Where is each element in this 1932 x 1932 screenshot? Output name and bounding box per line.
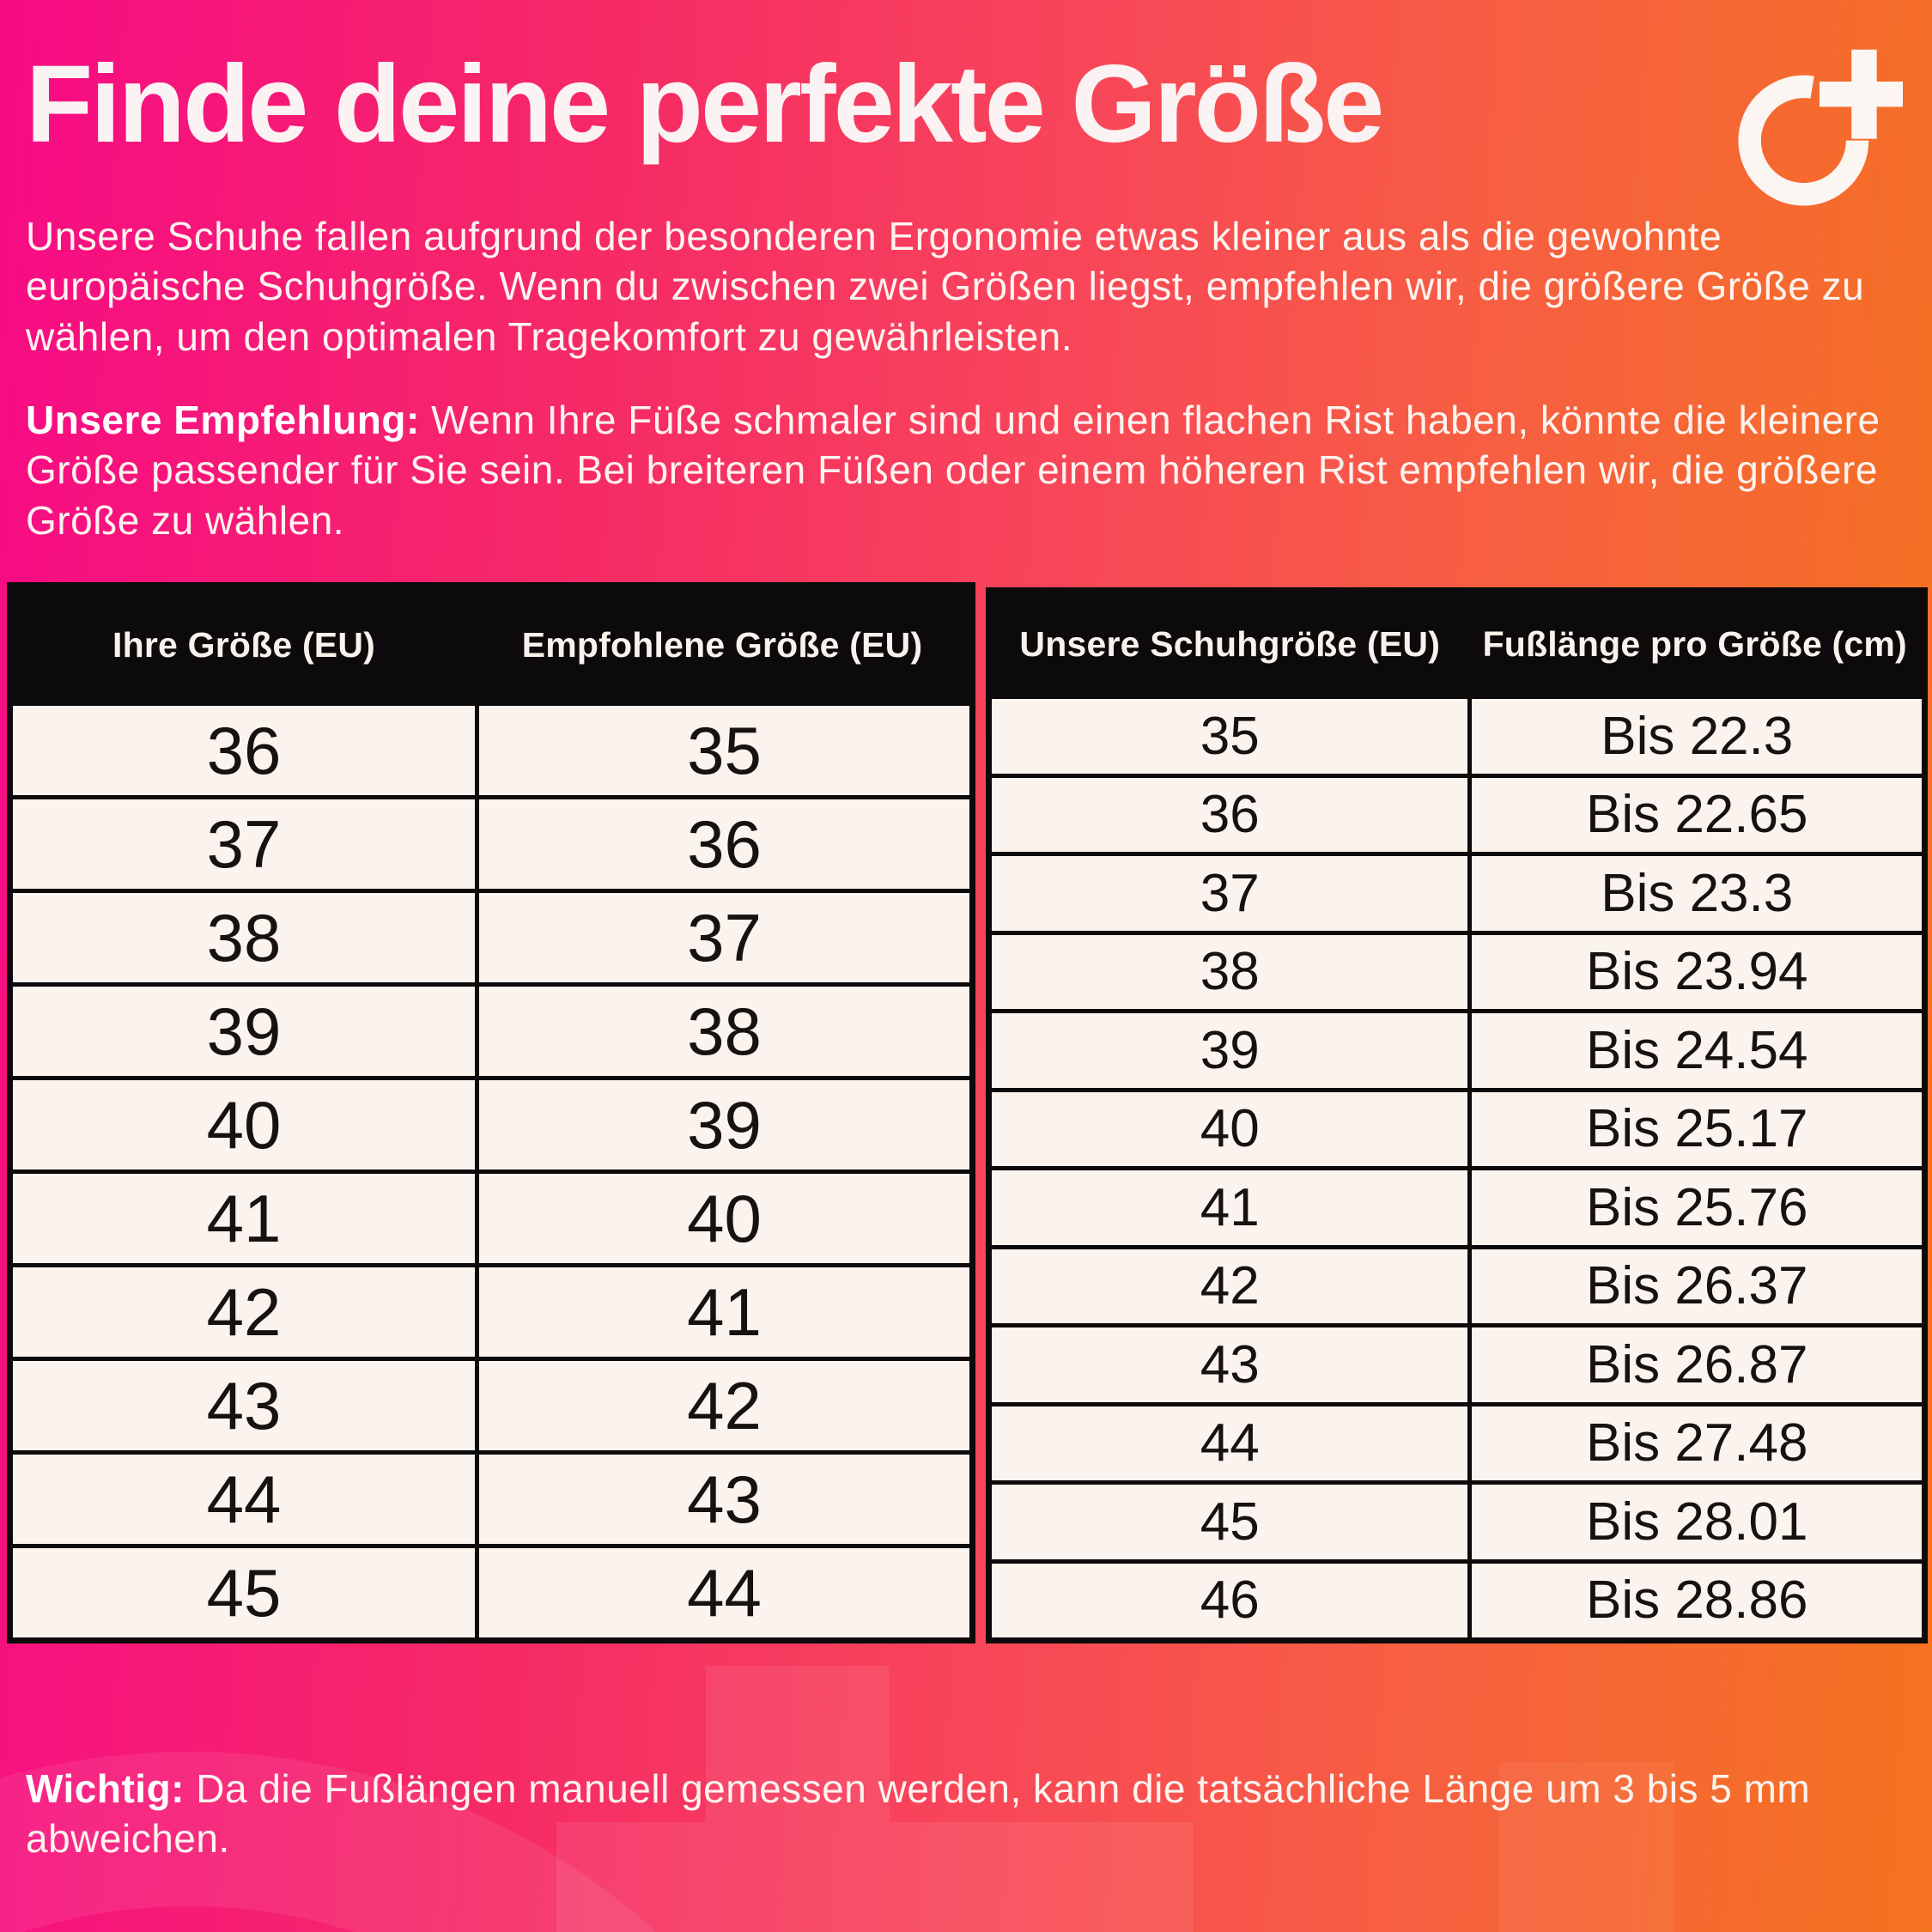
table-body: 35 Bis 22.3 36 Bis 22.65 37 Bis 23.3 38 Bis 23.…	[992, 695, 1922, 1637]
footnote-paragraph: Wichtig: Da die Fußlängen manuell gemess…	[26, 1764, 1901, 1864]
table-cell: 43	[992, 1327, 1468, 1402]
table-cell: 36	[475, 799, 969, 889]
foot-length-table: Unsere Schuhgröße (EU) Fußlänge pro Größ…	[986, 587, 1928, 1643]
table-row: 41 40	[13, 1170, 969, 1263]
intro-paragraph: Unsere Schuhe fallen aufgrund der besond…	[26, 211, 1901, 361]
table-cell: 43	[13, 1361, 476, 1450]
table-cell: 42	[475, 1361, 969, 1450]
table-cell: 40	[13, 1080, 476, 1170]
table-cell: 38	[13, 893, 476, 982]
table-cell: Bis 23.3	[1467, 856, 1922, 931]
table-row: 44 Bis 27.48	[992, 1401, 1922, 1480]
table-cell: 44	[475, 1548, 969, 1637]
table-row: 37 Bis 23.3	[992, 852, 1922, 931]
table-cell: Bis 25.76	[1467, 1170, 1922, 1245]
table-cell: 39	[992, 1013, 1468, 1088]
table-body: 36 35 37 36 38 37 39 38 40 39 41 40 42 41 43 42 44 43 45 44	[13, 702, 969, 1637]
table-cell: Bis 28.01	[1467, 1485, 1922, 1559]
recommendation-lead: Unsere Empfehlung:	[26, 398, 420, 442]
table-cell: 41	[475, 1267, 969, 1357]
table-cell: 44	[13, 1455, 476, 1544]
table-cell: 40	[475, 1174, 969, 1263]
table-cell: 35	[475, 706, 969, 795]
table-cell: 37	[13, 799, 476, 889]
table-row: 35 Bis 22.3	[992, 695, 1922, 774]
table-row: 37 36	[13, 795, 969, 889]
table-header-row: Ihre Größe (EU) Empfohlene Größe (EU)	[13, 588, 969, 702]
table-cell: 44	[992, 1406, 1468, 1480]
table-row: 36 35	[13, 702, 969, 795]
table-row: 38 Bis 23.94	[992, 930, 1922, 1009]
table-cell: 45	[992, 1485, 1468, 1559]
table-cell: 37	[992, 856, 1468, 931]
table-row: 38 37	[13, 889, 969, 982]
table-cell: 46	[992, 1563, 1468, 1637]
recommendation-text: Wenn Ihre Füße schmaler sind und einen f…	[26, 398, 1880, 543]
column-header-recommended-size: Empfohlene Größe (EU)	[521, 624, 923, 665]
footnote-lead: Wichtig:	[26, 1766, 185, 1811]
table-cell: 40	[992, 1091, 1468, 1166]
table-cell: Bis 27.48	[1467, 1406, 1922, 1480]
table-row: 40 Bis 25.17	[992, 1087, 1922, 1166]
table-cell: 37	[475, 893, 969, 982]
table-cell: 39	[475, 1080, 969, 1170]
page-title: Finde deine perfekte Größe	[26, 43, 1384, 166]
table-cell: Bis 23.94	[1467, 934, 1922, 1009]
table-cell: Bis 26.87	[1467, 1327, 1922, 1402]
column-header-our-shoe-size: Unsere Schuhgröße (EU)	[1019, 623, 1441, 664]
column-header-your-size: Ihre Größe (EU)	[112, 624, 376, 665]
table-row: 43 42	[13, 1357, 969, 1450]
table-cell: 45	[13, 1548, 476, 1637]
table-row: 39 Bis 24.54	[992, 1009, 1922, 1088]
recommendation-paragraph: Unsere Empfehlung: Wenn Ihre Füße schmal…	[26, 395, 1901, 545]
table-cell: Bis 22.65	[1467, 777, 1922, 852]
table-row: 45 44	[13, 1544, 969, 1637]
table-cell: 36	[13, 706, 476, 795]
table-cell: 41	[992, 1170, 1468, 1245]
table-cell: 41	[13, 1174, 476, 1263]
brand-logo-icon	[1738, 49, 1903, 206]
table-row: 46 Bis 28.86	[992, 1558, 1922, 1637]
table-row: 45 Bis 28.01	[992, 1480, 1922, 1559]
table-row: 41 Bis 25.76	[992, 1166, 1922, 1245]
table-cell: Bis 24.54	[1467, 1013, 1922, 1088]
table-row: 42 Bis 26.37	[992, 1244, 1922, 1323]
table-cell: 42	[13, 1267, 476, 1357]
table-header-row: Unsere Schuhgröße (EU) Fußlänge pro Größ…	[992, 593, 1922, 695]
table-cell: 35	[992, 699, 1468, 774]
table-row: 42 41	[13, 1263, 969, 1357]
table-cell: 36	[992, 777, 1468, 852]
size-recommendation-table: Ihre Größe (EU) Empfohlene Größe (EU) 36…	[7, 582, 975, 1643]
table-row: 44 43	[13, 1450, 969, 1544]
table-row: 36 Bis 22.65	[992, 773, 1922, 852]
table-row: 39 38	[13, 982, 969, 1076]
table-cell: Bis 25.17	[1467, 1091, 1922, 1166]
table-row: 40 39	[13, 1076, 969, 1170]
table-cell: 38	[475, 987, 969, 1076]
table-cell: 38	[992, 934, 1468, 1009]
table-row: 43 Bis 26.87	[992, 1323, 1922, 1402]
table-cell: 42	[992, 1249, 1468, 1323]
table-cell: Bis 28.86	[1467, 1563, 1922, 1637]
footnote-text: Da die Fußlängen manuell gemessen werden…	[26, 1766, 1811, 1862]
table-cell: 43	[475, 1455, 969, 1544]
intro-text: Unsere Schuhe fallen aufgrund der besond…	[26, 214, 1865, 359]
table-cell: Bis 22.3	[1467, 699, 1922, 774]
table-cell: Bis 26.37	[1467, 1249, 1922, 1323]
table-cell: 39	[13, 987, 476, 1076]
column-header-foot-length: Fußlänge pro Größe (cm)	[1482, 623, 1907, 664]
